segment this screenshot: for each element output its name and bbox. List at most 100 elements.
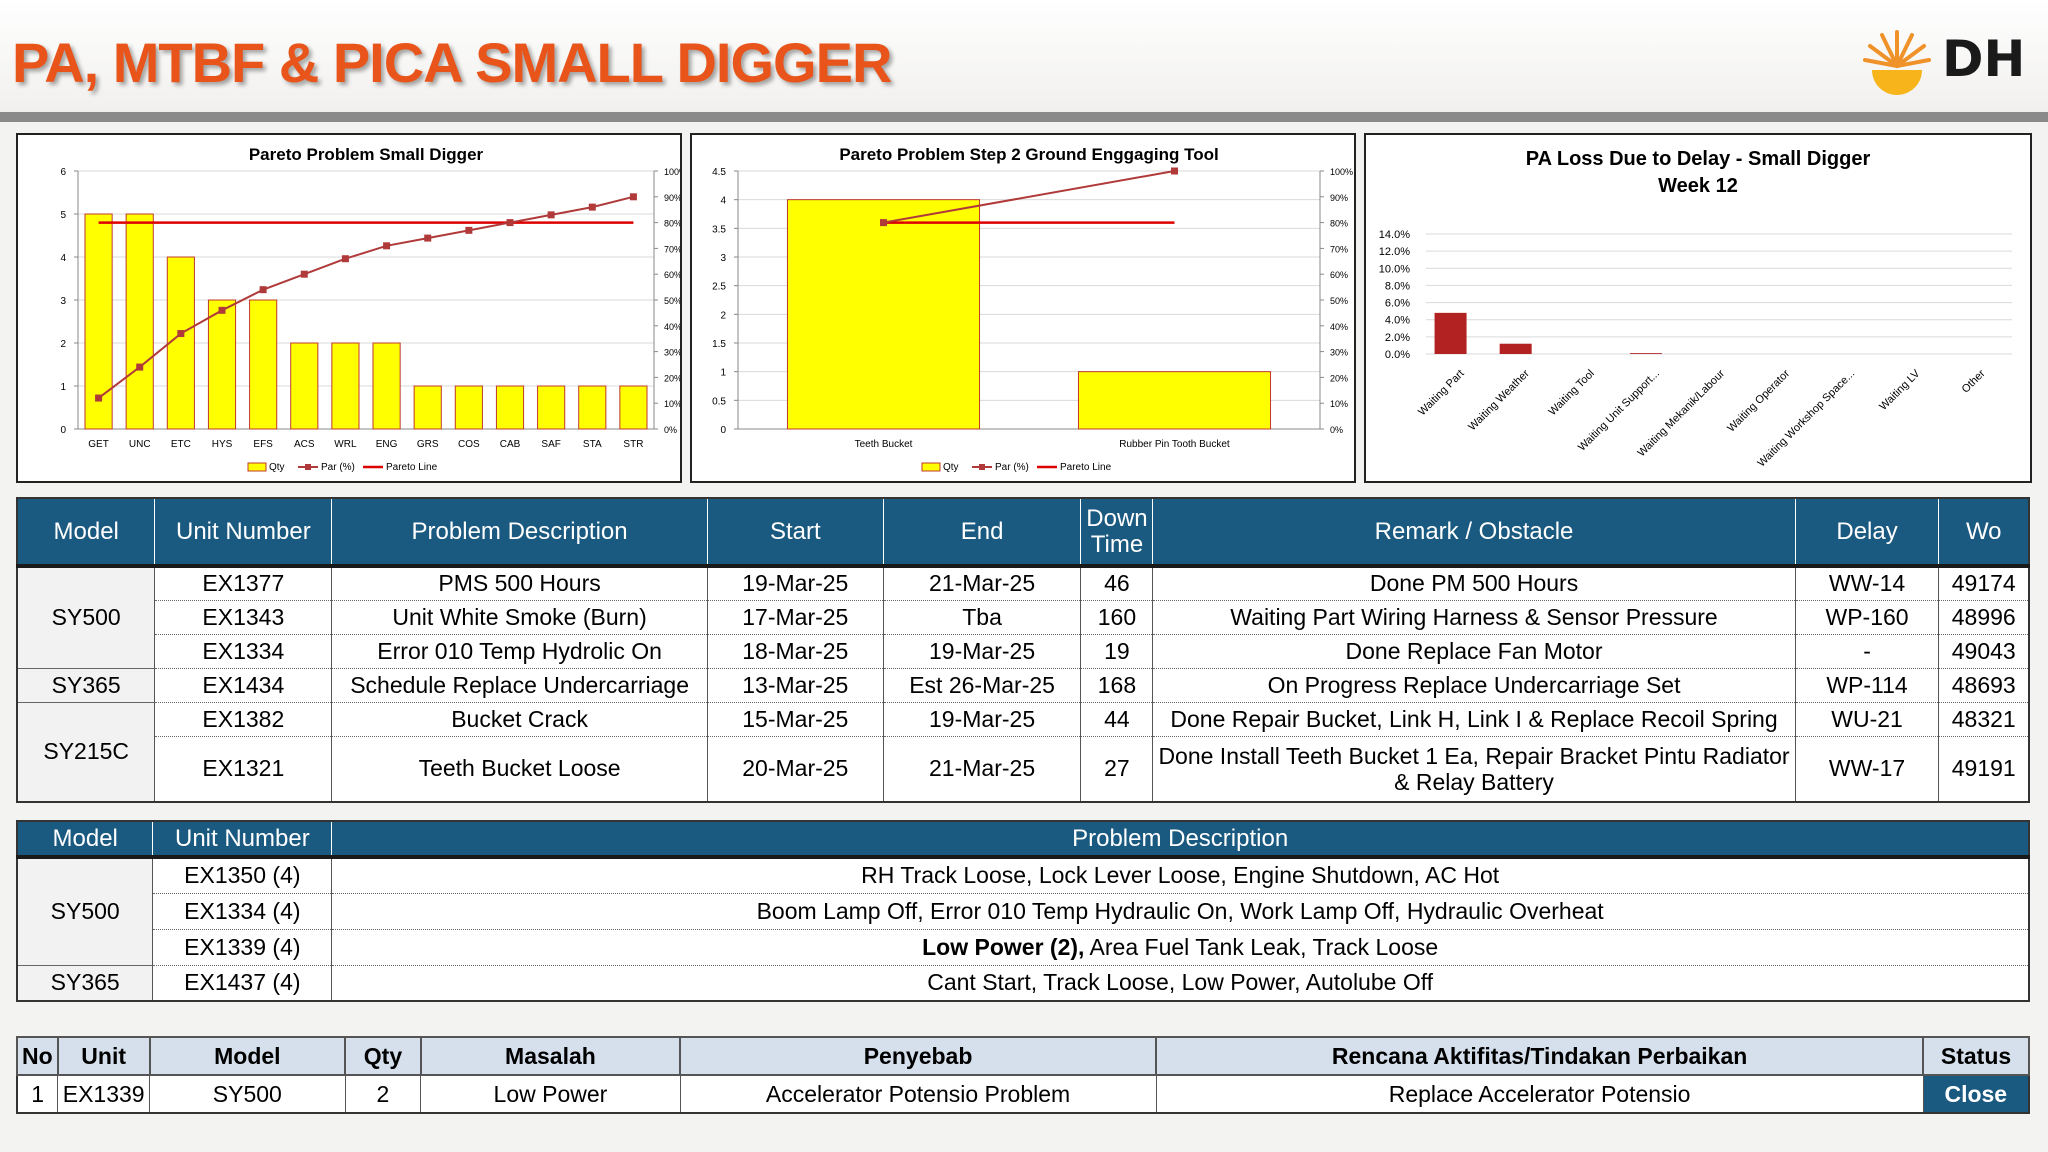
x-tick-label: WRL — [334, 439, 357, 450]
delay-cell: WU-21 — [1795, 702, 1940, 737]
table-header-row: No Unit Model Qty Masalah Penyebab Renca… — [16, 1036, 2030, 1076]
col-model: Model — [148, 1036, 347, 1076]
desc-cell: Unit White Smoke (Burn) — [331, 600, 708, 635]
par-point — [1171, 167, 1178, 175]
bar — [290, 342, 319, 430]
legend-qty-label: Qty — [269, 462, 285, 473]
col-remark: Remark / Obstacle — [1152, 498, 1796, 568]
y-tick-label: 0 — [60, 425, 66, 436]
col-model: Model — [17, 498, 156, 568]
legend-qty-swatch — [921, 462, 941, 472]
delay-cell: WW-14 — [1795, 566, 1940, 601]
model-cell: SY365 — [17, 668, 156, 703]
col-wo: Wo — [1938, 498, 2030, 568]
y-tick-label: 0 — [720, 425, 726, 436]
y-tick-label: 12.0% — [1379, 246, 1410, 258]
x-tick-label: EFS — [253, 439, 273, 450]
x-tick-label: Other — [1960, 367, 1988, 395]
delay-cell: WP-160 — [1795, 600, 1940, 635]
bar — [1077, 371, 1272, 430]
y2-tick-label: 60% — [1330, 270, 1348, 280]
table-row: EX1321 Teeth Bucket Loose 20-Mar-25 21-M… — [17, 736, 2030, 803]
y2-tick-label: 20% — [664, 373, 680, 383]
y2-tick-label: 30% — [1330, 348, 1348, 358]
table-header-row: Model Unit Number Problem Description — [17, 821, 2030, 859]
repeat-problem-table: Model Unit Number Problem Description SY… — [16, 820, 2030, 1002]
chart-pareto-small-digger: Pareto Problem Small Digger01234560%10%2… — [16, 133, 682, 483]
par-point — [136, 363, 144, 371]
wo-cell: 48996 — [1938, 600, 2030, 635]
unit-cell: EX1321 — [154, 736, 333, 803]
table-row: SY215C EX1382 Bucket Crack 15-Mar-25 19-… — [17, 702, 2030, 803]
y2-tick-label: 10% — [1330, 399, 1348, 409]
no-cell: 1 — [16, 1074, 59, 1114]
y2-tick-label: 40% — [664, 322, 680, 332]
x-tick-label: ETC — [171, 439, 191, 450]
pica-table: No Unit Model Qty Masalah Penyebab Renca… — [16, 1036, 2030, 1114]
col-unit: Unit — [56, 1036, 151, 1076]
table-row: EX1334 (4) Boom Lamp Off, Error 010 Temp… — [17, 893, 2030, 930]
x-tick-label: Teeth Bucket — [855, 439, 913, 450]
y-tick-label: 8.0% — [1385, 280, 1410, 292]
bar — [619, 385, 648, 430]
end-cell: 19-Mar-25 — [883, 634, 1082, 669]
unit-cell: EX1334 (4) — [152, 893, 333, 930]
table-row: SY500 EX1350 (4) RH Track Loose, Lock Le… — [17, 857, 2030, 966]
bar — [249, 299, 278, 430]
chart-subtitle: Week 12 — [1658, 175, 1738, 197]
legend-par-marker — [305, 464, 311, 470]
x-tick-label: Waiting Tool — [1546, 368, 1596, 418]
y-tick-label: 0.5 — [712, 396, 726, 407]
wo-cell: 49043 — [1938, 634, 2030, 669]
remark-cell: Waiting Part Wiring Harness & Sensor Pre… — [1152, 600, 1796, 635]
y-tick-label: 4.5 — [712, 167, 726, 178]
logo-text: DH — [1942, 30, 2026, 88]
legend-qty-label: Qty — [943, 462, 959, 473]
y-tick-label: 2 — [60, 339, 66, 350]
y2-tick-label: 80% — [664, 219, 680, 229]
y-tick-label: 3.5 — [712, 224, 726, 235]
delay-cell: WW-17 — [1795, 736, 1940, 803]
masalah-cell: Low Power — [420, 1074, 681, 1114]
unit-cell: EX1382 — [154, 702, 333, 737]
remark-cell: Done PM 500 Hours — [1152, 566, 1796, 601]
legend-par-label: Par (%) — [995, 462, 1029, 473]
par-point — [177, 330, 185, 338]
col-status: Status — [1922, 1036, 2030, 1076]
y2-tick-label: 70% — [664, 244, 680, 254]
x-tick-label: Waiting LV — [1877, 367, 1923, 413]
par-point — [629, 193, 637, 201]
end-cell: 21-Mar-25 — [883, 566, 1082, 601]
bar — [125, 213, 154, 430]
y2-tick-label: 50% — [1330, 296, 1348, 306]
par-point — [218, 306, 226, 314]
x-tick-label: SAF — [541, 439, 560, 450]
x-tick-label: UNC — [129, 439, 151, 450]
unit-cell: EX1339 — [57, 1074, 151, 1114]
par-point — [588, 203, 596, 211]
end-cell: Tba — [883, 600, 1082, 635]
col-problem-description: Problem Description — [331, 498, 708, 568]
breakdown-table: Model Unit Number Problem Description St… — [16, 497, 2030, 803]
start-cell: 13-Mar-25 — [707, 668, 884, 703]
par-point — [880, 219, 887, 227]
par-point — [383, 242, 391, 250]
desc-cell: RH Track Loose, Lock Lever Loose, Engine… — [331, 857, 2030, 894]
legend-par-label: Par (%) — [321, 462, 355, 473]
desc-cell: Teeth Bucket Loose — [331, 736, 708, 803]
bar — [495, 385, 525, 430]
y-tick-label: 6.0% — [1385, 298, 1410, 310]
remark-cell: Done Replace Fan Motor — [1152, 634, 1796, 669]
start-cell: 15-Mar-25 — [707, 702, 884, 737]
bar — [1629, 353, 1662, 354]
status-badge: Close — [1922, 1074, 2030, 1114]
chart-pareto-get: Pareto Problem Step 2 Ground Enggaging T… — [690, 133, 1356, 483]
table-row: EX1339 (4) Low Power (2), Area Fuel Tank… — [17, 929, 2030, 966]
rencana-cell: Replace Accelerator Potensio — [1155, 1074, 1924, 1114]
table-row: SY365 EX1437 (4) Cant Start, Track Loose… — [17, 965, 2030, 1002]
desc-cell: PMS 500 Hours — [331, 566, 708, 601]
y2-tick-label: 70% — [1330, 244, 1348, 254]
legend-qty-swatch — [247, 462, 267, 472]
par-point — [547, 211, 555, 219]
unit-cell: EX1434 — [154, 668, 333, 703]
